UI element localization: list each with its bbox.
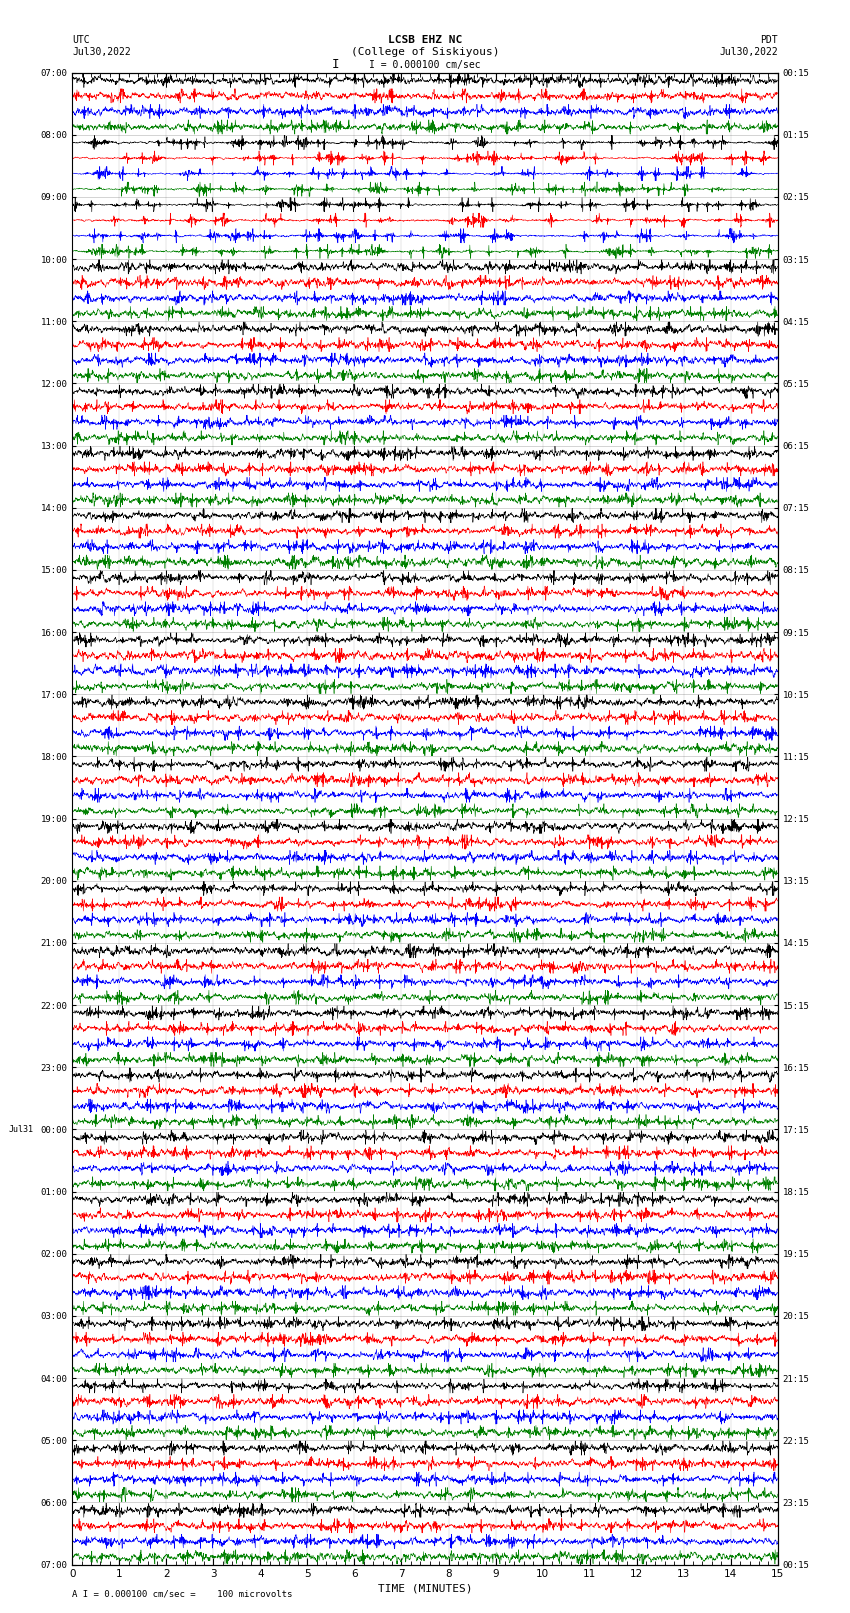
Text: (College of Siskiyous): (College of Siskiyous) <box>351 47 499 56</box>
Text: PDT: PDT <box>760 35 778 45</box>
Text: UTC: UTC <box>72 35 90 45</box>
Text: LCSB EHZ NC: LCSB EHZ NC <box>388 35 462 45</box>
Text: Jul30,2022: Jul30,2022 <box>72 47 131 56</box>
Text: I = 0.000100 cm/sec: I = 0.000100 cm/sec <box>369 60 481 69</box>
X-axis label: TIME (MINUTES): TIME (MINUTES) <box>377 1584 473 1594</box>
Text: Jul31: Jul31 <box>8 1124 33 1134</box>
Text: A I = 0.000100 cm/sec =    100 microvolts: A I = 0.000100 cm/sec = 100 microvolts <box>72 1589 292 1598</box>
Text: Jul30,2022: Jul30,2022 <box>719 47 778 56</box>
Text: I: I <box>332 58 339 71</box>
